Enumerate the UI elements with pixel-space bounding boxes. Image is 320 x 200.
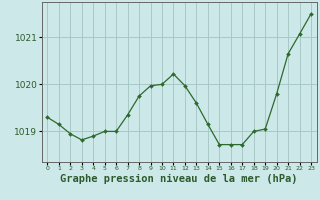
X-axis label: Graphe pression niveau de la mer (hPa): Graphe pression niveau de la mer (hPa) bbox=[60, 174, 298, 184]
